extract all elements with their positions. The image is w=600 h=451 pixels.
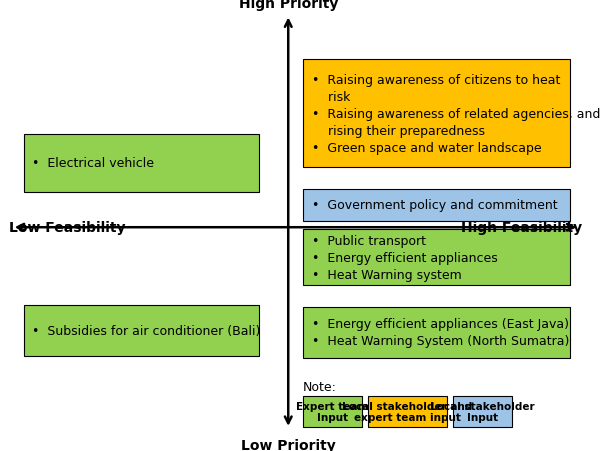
Text: •  Government policy and commitment: • Government policy and commitment [312,199,557,212]
Text: Expert team
Input: Expert team Input [296,401,368,422]
Text: •  Raising awareness of citizens to heat
    risk
•  Raising awareness of relate: • Raising awareness of citizens to heat … [312,74,600,154]
Text: •  Energy efficient appliances (East Java)
•  Heat Warning System (North Sumatra: • Energy efficient appliances (East Java… [312,318,569,348]
Text: Local stakeholder and
expert team input: Local stakeholder and expert team input [342,401,472,422]
FancyBboxPatch shape [303,396,362,427]
Text: •  Subsidies for air conditioner (Bali): • Subsidies for air conditioner (Bali) [32,324,261,337]
FancyBboxPatch shape [303,307,571,358]
Text: •  Public transport
•  Energy efficient appliances
•  Heat Warning system: • Public transport • Energy efficient ap… [312,234,497,281]
FancyBboxPatch shape [303,189,571,221]
FancyBboxPatch shape [303,60,571,168]
Text: •  Electrical vehicle: • Electrical vehicle [32,157,154,170]
Text: Note:: Note: [303,380,337,393]
FancyBboxPatch shape [303,230,571,285]
Text: High Priority: High Priority [239,0,338,11]
FancyBboxPatch shape [23,305,259,356]
FancyBboxPatch shape [453,396,512,427]
Text: Low Feasibility: Low Feasibility [9,221,125,235]
Text: Local stakeholder
Input: Local stakeholder Input [430,401,535,422]
FancyBboxPatch shape [23,135,259,192]
Text: High Feasibility: High Feasibility [461,221,582,235]
FancyBboxPatch shape [368,396,447,427]
Text: Low Priority: Low Priority [241,437,335,451]
